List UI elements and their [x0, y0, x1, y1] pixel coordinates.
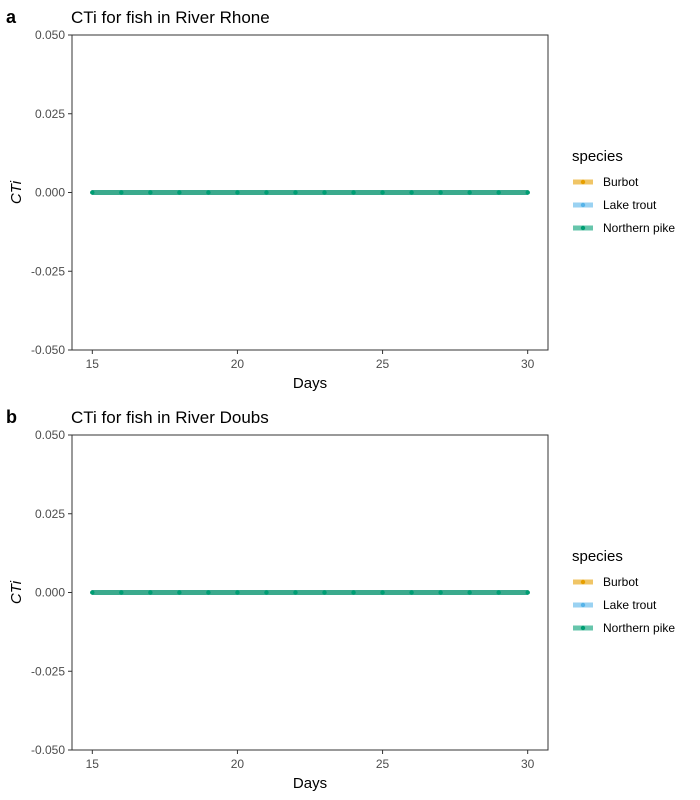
data-point-northern-pike: [119, 590, 124, 595]
legend-label-northern-pike: Northern pike: [603, 621, 675, 635]
data-point-northern-pike: [206, 190, 211, 195]
data-point-northern-pike: [322, 590, 327, 595]
chart-title: CTi for fish in River Rhone: [71, 8, 270, 27]
x-tick-label: 30: [521, 757, 535, 771]
x-tick-label: 30: [521, 357, 535, 371]
chart-panel-b: b CTi for fish in River Doubs 0.050 0.025 0.…: [6, 407, 675, 792]
data-point-northern-pike: [293, 590, 298, 595]
data-point-northern-pike: [148, 190, 153, 195]
data-point-northern-pike: [380, 190, 385, 195]
y-tick-label: 0.050: [35, 428, 65, 442]
data-point-northern-pike: [148, 590, 153, 595]
legend-title: species: [572, 148, 623, 165]
legend-key-point-burbot: [580, 179, 586, 185]
legend-key-point-burbot: [580, 579, 586, 585]
legend-key-point-lake-trout: [580, 602, 586, 608]
data-point-northern-pike: [438, 190, 443, 195]
data-point-northern-pike: [177, 190, 182, 195]
y-axis-title: CTi: [8, 580, 25, 604]
data-point-northern-pike: [409, 190, 414, 195]
data-point-northern-pike: [90, 590, 95, 595]
chart-panel-a: a CTi for fish in River Rhone 0.050 0.025 0.…: [6, 7, 675, 392]
x-tick-label: 25: [376, 357, 390, 371]
y-tick-label: 0.000: [35, 186, 65, 200]
x-tick-label: 20: [231, 357, 245, 371]
x-tick-label: 25: [376, 757, 390, 771]
data-point-northern-pike: [380, 590, 385, 595]
data-point-northern-pike: [235, 190, 240, 195]
data-point-northern-pike: [351, 590, 356, 595]
x-axis-title: Days: [293, 375, 327, 392]
legend-label-lake-trout: Lake trout: [603, 598, 657, 612]
y-tick-label: -0.050: [31, 743, 65, 757]
y-tick-label: 0.025: [35, 107, 65, 121]
y-axis-title: CTi: [8, 180, 25, 204]
legend-label-burbot: Burbot: [603, 175, 639, 189]
x-tick-label: 20: [231, 757, 245, 771]
legend-key-point-northern-pike: [580, 225, 586, 231]
legend-label-northern-pike: Northern pike: [603, 221, 675, 235]
data-point-northern-pike: [525, 190, 530, 195]
data-point-northern-pike: [235, 590, 240, 595]
data-point-northern-pike: [206, 590, 211, 595]
y-tick-label: -0.050: [31, 343, 65, 357]
legend-label-lake-trout: Lake trout: [603, 198, 657, 212]
y-tick-label: 0.050: [35, 28, 65, 42]
data-point-northern-pike: [264, 190, 269, 195]
legend-title: species: [572, 548, 623, 565]
data-point-northern-pike: [119, 190, 124, 195]
y-tick-label: 0.025: [35, 507, 65, 521]
x-tick-label: 15: [86, 357, 100, 371]
legend-key-point-northern-pike: [580, 625, 586, 631]
data-point-northern-pike: [467, 590, 472, 595]
panel-label: a: [6, 7, 17, 27]
data-point-northern-pike: [90, 190, 95, 195]
data-point-northern-pike: [438, 590, 443, 595]
data-point-northern-pike: [496, 590, 501, 595]
chart-title: CTi for fish in River Doubs: [71, 408, 269, 427]
data-point-northern-pike: [496, 190, 501, 195]
x-tick-label: 15: [86, 757, 100, 771]
y-tick-label: 0.000: [35, 586, 65, 600]
panel-label: b: [6, 407, 17, 427]
data-point-northern-pike: [409, 590, 414, 595]
x-axis-title: Days: [293, 775, 327, 792]
data-point-northern-pike: [351, 190, 356, 195]
data-point-northern-pike: [467, 190, 472, 195]
data-point-northern-pike: [293, 190, 298, 195]
data-point-northern-pike: [525, 590, 530, 595]
data-point-northern-pike: [177, 590, 182, 595]
legend-label-burbot: Burbot: [603, 575, 639, 589]
data-point-northern-pike: [322, 190, 327, 195]
y-tick-label: -0.025: [31, 264, 65, 278]
legend-key-point-lake-trout: [580, 202, 586, 208]
data-point-northern-pike: [264, 590, 269, 595]
y-tick-label: -0.025: [31, 664, 65, 678]
